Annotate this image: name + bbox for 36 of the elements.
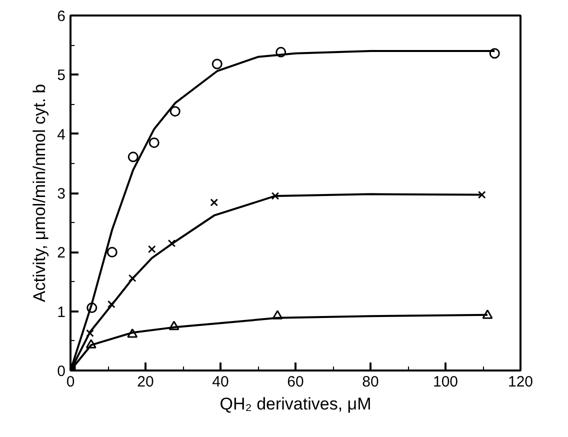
point: [210, 198, 218, 206]
y-tick-label: 2: [57, 244, 66, 262]
y-tick-label: 3: [57, 186, 66, 202]
x-tick-label: 60: [287, 374, 304, 390]
point: [128, 274, 136, 282]
point: [276, 46, 286, 58]
point: [128, 152, 138, 162]
point: [212, 58, 222, 70]
x-axis-title: QH₂ derivatives, μM: [220, 394, 372, 414]
point: [86, 329, 94, 338]
point: [127, 328, 138, 338]
y-tick-label: 6: [57, 8, 66, 25]
point: [478, 190, 486, 199]
point: [272, 310, 283, 320]
x-tick-label: 80: [362, 374, 379, 390]
x-tick-label: 20: [137, 374, 154, 390]
point: [489, 48, 500, 59]
x-tick-label: 120: [508, 374, 534, 390]
point: [106, 246, 118, 258]
y-tick-label: 1: [57, 304, 66, 321]
y-tick-label: 5: [57, 67, 66, 84]
point: [107, 300, 116, 308]
y-tick-label: 4: [57, 126, 66, 144]
y-axis-title: Activity, μmol/min/nmol cyt. b: [30, 84, 50, 302]
x-tick-label: 40: [212, 374, 229, 390]
point: [86, 339, 96, 348]
point: [168, 320, 180, 330]
point: [170, 106, 180, 117]
point: [168, 239, 176, 248]
point: [148, 137, 160, 148]
x-tick-label: 100: [432, 374, 458, 390]
point: [148, 245, 156, 254]
point: [86, 302, 98, 314]
point: [271, 192, 280, 200]
point: [482, 310, 493, 319]
y-tick-label: 0: [57, 363, 66, 380]
